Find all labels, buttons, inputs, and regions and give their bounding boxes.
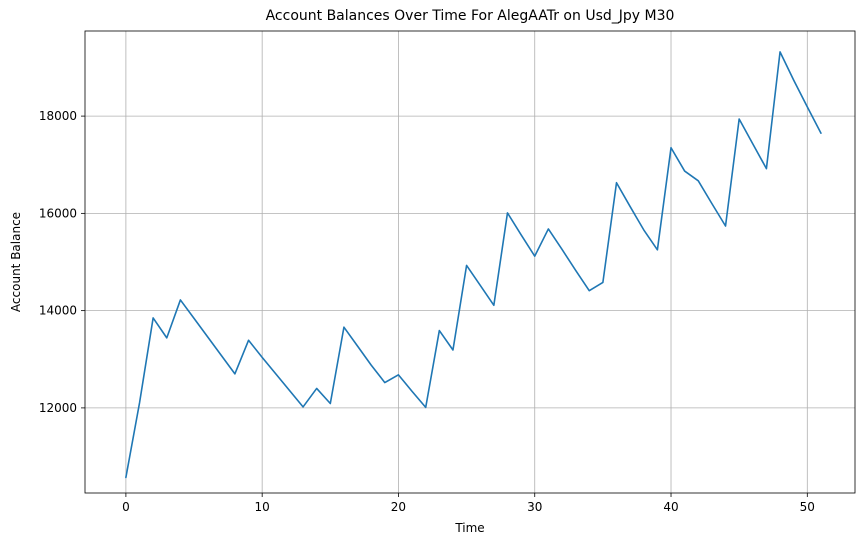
y-axis-label: Account Balance xyxy=(9,212,23,312)
x-tick-label: 30 xyxy=(527,500,542,514)
y-tick-label: 12000 xyxy=(39,401,77,415)
x-tick-label: 10 xyxy=(255,500,270,514)
x-tick-label: 50 xyxy=(800,500,815,514)
plot-area-frame xyxy=(84,30,856,494)
y-tick-label: 16000 xyxy=(39,206,77,220)
series xyxy=(125,51,822,479)
grid xyxy=(85,31,855,493)
x-axis: 0 10 20 30 40 50 xyxy=(122,493,815,514)
x-tick-label: 40 xyxy=(663,500,678,514)
chart-title: Account Balances Over Time For AlegAATr … xyxy=(266,8,675,24)
y-axis: 12000 14000 16000 18000 xyxy=(39,109,85,415)
x-axis-label: Time xyxy=(454,521,484,535)
y-tick-label: 14000 xyxy=(39,304,77,318)
x-tick-label: 0 xyxy=(122,500,130,514)
account-balance-line xyxy=(125,51,822,479)
y-tick-label: 18000 xyxy=(39,109,77,123)
x-tick-label: 20 xyxy=(391,500,406,514)
